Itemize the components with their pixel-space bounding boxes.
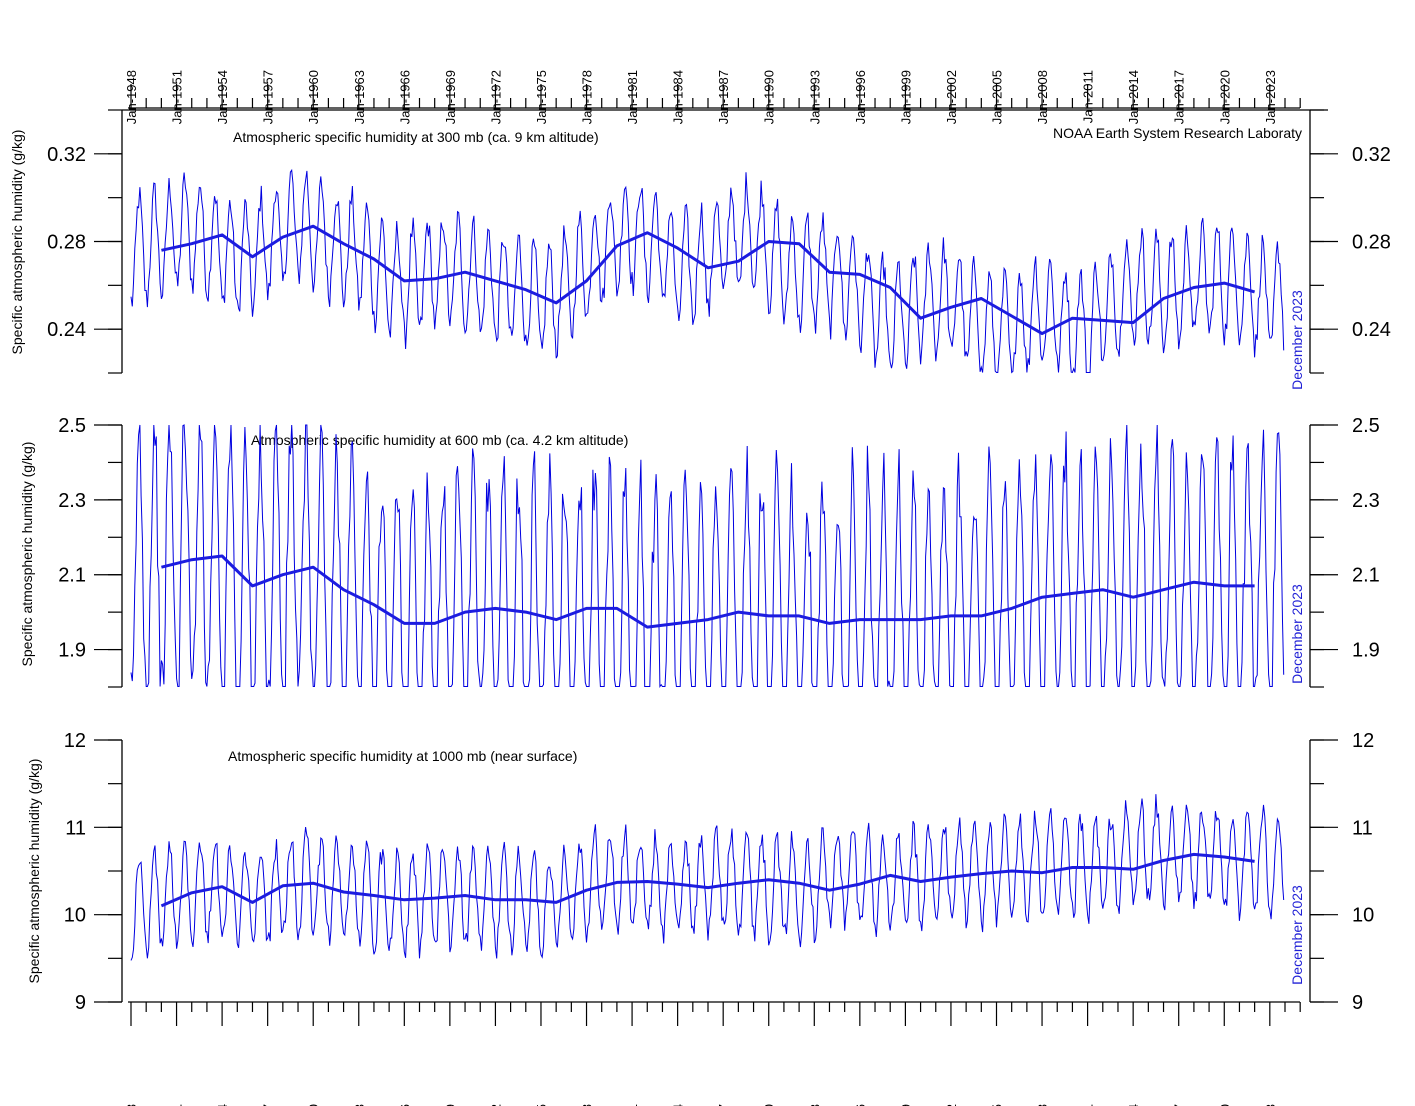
date-tick-label: Jan-1978	[580, 1104, 595, 1106]
y-axis-label: Specific atmospheric humidity (g/kg)	[19, 442, 35, 667]
date-tick-label: Jan-2017	[1172, 1104, 1187, 1106]
date-tick-label: Jan-2020	[1217, 70, 1232, 124]
date-tick-label: Jan-1966	[397, 1104, 412, 1106]
date-tick-label: Jan-1963	[352, 70, 367, 124]
date-tick-label: Jan-1969	[443, 1104, 458, 1106]
date-tick-label: Jan-1978	[580, 70, 595, 124]
top-date-axis: Jan-1948 Jan-1951 Jan-1954 Jan-1957 Jan-1960…	[124, 70, 1301, 124]
date-tick-label: Jan-1957	[261, 1104, 276, 1106]
date-tick-label: Jan-2002	[944, 70, 959, 124]
date-tick-label: Jan-2014	[1126, 70, 1141, 124]
date-tick-label: Jan-1951	[170, 70, 185, 124]
date-tick-label: Jan-1981	[625, 70, 640, 124]
date-tick-label: Jan-1984	[671, 70, 686, 124]
y-tick-label-left: 2.5	[58, 415, 86, 437]
y-tick-label-right: 2.3	[1352, 490, 1380, 512]
last-observation-label: December 2023	[1289, 584, 1305, 684]
y-tick-label-left: 11	[65, 817, 86, 839]
date-tick-label: Jan-1957	[261, 70, 276, 124]
y-tick-label-left: 0.24	[47, 319, 86, 341]
running-mean-line	[161, 224, 1256, 336]
y-tick-label-right: 11	[1352, 817, 1373, 839]
y-tick-label-right: 9	[1352, 992, 1363, 1014]
date-tick-label: Jan-1951	[170, 1104, 185, 1106]
date-tick-label: Jan-2020	[1217, 1104, 1232, 1106]
panel-title: Atmospheric specific humidity at 300 mb …	[233, 129, 599, 145]
y-tick-label-right: 2.1	[1352, 565, 1380, 587]
date-tick-label: Jan-1972	[488, 1104, 503, 1106]
monthly-series-line	[130, 794, 1285, 961]
y-tick-label-left: 2.1	[58, 565, 86, 587]
bottom-date-axis: Jan-1948 Jan-1951 Jan-1954 Jan-1957 Jan-1960…	[124, 1001, 1301, 1106]
y-tick-label-right: 12	[1352, 730, 1374, 752]
date-tick-label: Jan-2023	[1263, 70, 1278, 124]
date-tick-label: Jan-2002	[944, 1104, 959, 1106]
panel-title: Atmospheric specific humidity at 600 mb …	[251, 432, 628, 448]
date-tick-label: Jan-1948	[124, 1104, 139, 1106]
date-tick-label: Jan-1969	[443, 70, 458, 124]
running-mean-line	[160, 852, 1255, 908]
y-tick-label-left: 1.9	[58, 640, 86, 662]
y-tick-label-left: 2.3	[58, 490, 86, 512]
y-tick-label-right: 0.32	[1352, 144, 1391, 166]
date-tick-label: Jan-1981	[625, 1104, 640, 1106]
panel-300mb: Atmospheric specific humidity at 300 mb …	[9, 109, 1391, 390]
y-axis-label: Specific atmospheric humidity (g/kg)	[9, 130, 25, 355]
date-tick-label: Jan-1990	[762, 70, 777, 124]
date-tick-label: Jan-2005	[990, 70, 1005, 124]
running-mean-line	[161, 554, 1255, 629]
date-tick-label: Jan-1996	[853, 1104, 868, 1106]
date-tick-label: Jan-1990	[762, 1104, 777, 1106]
date-tick-label: Jan-1987	[716, 1104, 731, 1106]
y-tick-label-left: 0.28	[47, 232, 86, 254]
date-tick-label: Jan-1984	[671, 1104, 686, 1106]
date-tick-label: Jan-1975	[534, 1104, 549, 1106]
date-tick-label: Jan-1972	[488, 70, 503, 124]
date-tick-label: Jan-2017	[1172, 70, 1187, 124]
date-tick-label: Jan-1960	[306, 1104, 321, 1106]
y-tick-label-left: 9	[75, 992, 86, 1014]
date-tick-label: Jan-1954	[215, 1104, 230, 1106]
y-tick-label-right: 0.24	[1352, 319, 1391, 341]
date-tick-label: Jan-1960	[306, 70, 321, 124]
monthly-series-line	[130, 168, 1285, 374]
date-tick-label: Jan-1954	[215, 70, 230, 124]
y-tick-label-right: 0.28	[1352, 232, 1391, 254]
panel-600mb: Atmospheric specific humidity at 600 mb …	[19, 415, 1380, 689]
date-tick-label: Jan-2023	[1263, 1104, 1278, 1106]
date-tick-label: Jan-1987	[716, 70, 731, 124]
date-tick-label: Jan-1966	[397, 70, 412, 124]
y-tick-label-left: 12	[64, 730, 86, 752]
y-axis-label: Specific atmospheric humidity (g/kg)	[26, 759, 42, 984]
date-tick-label: Jan-1993	[807, 1104, 822, 1106]
last-observation-label: December 2023	[1289, 885, 1305, 985]
date-tick-label: Jan-1996	[853, 70, 868, 124]
date-tick-label: Jan-2008	[1035, 70, 1050, 124]
date-tick-label: Jan-2011	[1081, 1104, 1096, 1106]
y-tick-label-left: 0.32	[47, 144, 86, 166]
panel-1000mb: Atmospheric specific humidity at 1000 mb…	[26, 730, 1374, 1014]
y-tick-label-right: 1.9	[1352, 640, 1380, 662]
date-tick-label: Jan-1999	[898, 1104, 913, 1106]
date-tick-label: Jan-2005	[990, 1104, 1005, 1106]
monthly-series-line	[130, 424, 1285, 689]
last-observation-label: December 2023	[1289, 290, 1305, 390]
date-tick-label: Jan-1999	[898, 70, 913, 124]
source-label: NOAA Earth System Research Laboraty	[1053, 125, 1302, 141]
y-tick-label-right: 2.5	[1352, 415, 1380, 437]
date-tick-label: Jan-2014	[1126, 1104, 1141, 1106]
y-tick-label-right: 10	[1352, 905, 1374, 927]
date-tick-label: Jan-2008	[1035, 1104, 1050, 1106]
y-tick-label-left: 10	[64, 905, 86, 927]
panel-title: Atmospheric specific humidity at 1000 mb…	[228, 748, 577, 764]
date-tick-label: Jan-1993	[807, 70, 822, 124]
date-tick-label: Jan-1975	[534, 70, 549, 124]
date-tick-label: Jan-1963	[352, 1104, 367, 1106]
date-tick-label: Jan-1948	[124, 70, 139, 124]
date-tick-label: Jan-2011	[1081, 70, 1096, 123]
